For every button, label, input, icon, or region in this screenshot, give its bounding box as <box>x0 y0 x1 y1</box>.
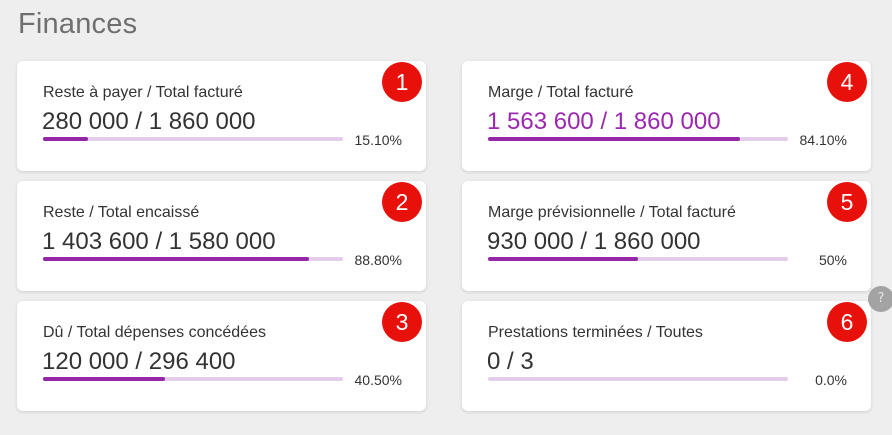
progress-fill <box>488 257 638 261</box>
progress-fill <box>43 137 89 141</box>
progress-track <box>43 257 343 261</box>
percent-label: 40.50% <box>354 372 402 388</box>
percent-label: 15.10% <box>354 132 402 148</box>
card-forecast-margin: Marge prévisionnelle / Total facturé 930… <box>462 181 871 291</box>
progress-track <box>488 377 788 381</box>
step-badge: 1 <box>382 62 422 102</box>
step-badge: 6 <box>827 302 867 342</box>
card-label: Reste / Total encaissé <box>43 204 200 221</box>
card-label: Marge prévisionnelle / Total facturé <box>488 204 736 221</box>
step-badge: 2 <box>382 182 422 222</box>
card-label: Reste à payer / Total facturé <box>43 84 243 101</box>
card-remaining-collected: Reste / Total encaissé 1 403 600 / 1 580… <box>17 181 426 291</box>
progress-fill <box>43 257 310 261</box>
card-margin: Marge / Total facturé 1 563 600 / 1 860 … <box>462 61 871 171</box>
card-value: 120 000 / 296 400 <box>42 348 236 375</box>
step-badge: 3 <box>382 302 422 342</box>
card-remaining-to-pay: Reste à payer / Total facturé 280 000 / … <box>17 61 426 171</box>
progress-track <box>43 377 343 381</box>
page-title: Finances <box>18 8 138 40</box>
card-value: 0 / 3 <box>487 348 534 375</box>
progress-fill <box>43 377 165 381</box>
step-badge: 5 <box>827 182 867 222</box>
percent-label: 0.0% <box>815 372 847 388</box>
progress-fill <box>488 137 741 141</box>
question-mark-icon: ? <box>877 291 885 306</box>
progress-track <box>43 137 343 141</box>
card-value: 280 000 / 1 860 000 <box>42 108 256 135</box>
progress-track <box>488 137 788 141</box>
progress-track <box>488 257 788 261</box>
card-value: 1 563 600 / 1 860 000 <box>487 108 721 135</box>
card-value: 1 403 600 / 1 580 000 <box>42 228 276 255</box>
card-due-expenses: Dû / Total dépenses concédées 120 000 / … <box>17 301 426 411</box>
card-label: Prestations terminées / Toutes <box>488 324 703 341</box>
card-label: Marge / Total facturé <box>488 84 634 101</box>
step-badge: 4 <box>827 62 867 102</box>
help-button[interactable]: ? <box>868 286 892 312</box>
card-value: 930 000 / 1 860 000 <box>487 228 701 255</box>
percent-label: 84.10% <box>799 132 847 148</box>
card-completed-services: Prestations terminées / Toutes 0 / 3 0.0… <box>462 301 871 411</box>
card-label: Dû / Total dépenses concédées <box>43 324 266 341</box>
percent-label: 50% <box>818 252 847 268</box>
percent-label: 88.80% <box>354 252 402 268</box>
